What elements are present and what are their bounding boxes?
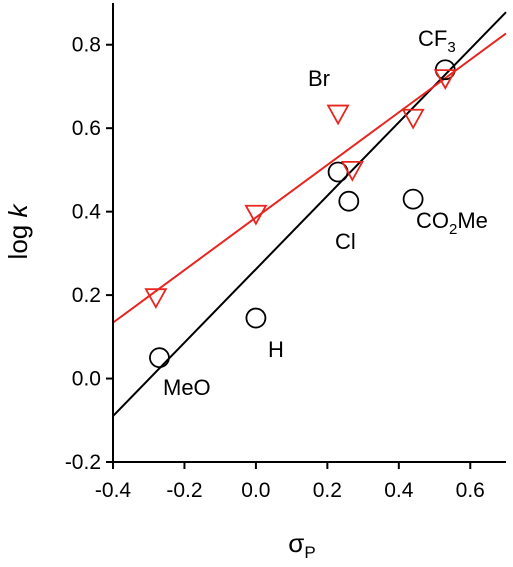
label-meo: MeO [163,375,211,400]
triangle-marker [144,288,168,310]
triangle-marker [244,204,268,226]
y-tick-label: -0.2 [65,451,101,474]
axes: -0.2 0.0 0.2 0.4 0.6 0.8 -0.4 -0.2 0.0 0.2 0.4 0.6 [65,3,506,502]
label-cf3: CF3 [418,26,456,56]
x-axis-title: σP [288,528,315,562]
y-tick-label: 0.6 [72,117,101,140]
y-tick-label: 0.0 [72,368,101,391]
circle-marker [149,347,170,369]
x-tick-label: 0.2 [313,479,342,502]
label-h: H [268,337,284,362]
triangle-marker [340,161,364,182]
circle-marker [245,307,267,329]
y-axis-title: log k [3,203,33,260]
triangle-marker [401,108,425,130]
circle-marker [402,188,424,210]
y-tick-label: 0.8 [72,34,101,57]
triangle-marker [433,69,457,90]
point-labels: MeO H Cl Br CO2Me CF3 [163,26,488,400]
x-tick-label: -0.2 [166,479,202,502]
x-tick-label: 0.4 [384,479,414,502]
circle-marker [338,190,360,212]
label-cl: Cl [335,229,356,254]
x-tick-label: -0.4 [95,479,132,502]
y-tick-label: 0.4 [72,201,102,224]
fit-line-triangles [112,32,507,324]
label-co2me: CO2Me [416,208,488,238]
x-tick-label: 0.0 [241,479,270,502]
x-tick-label: 0.6 [456,479,485,502]
data-markers [144,59,457,369]
triangle-marker [326,104,350,126]
label-br: Br [308,66,330,91]
y-tick-label: 0.2 [72,284,101,307]
